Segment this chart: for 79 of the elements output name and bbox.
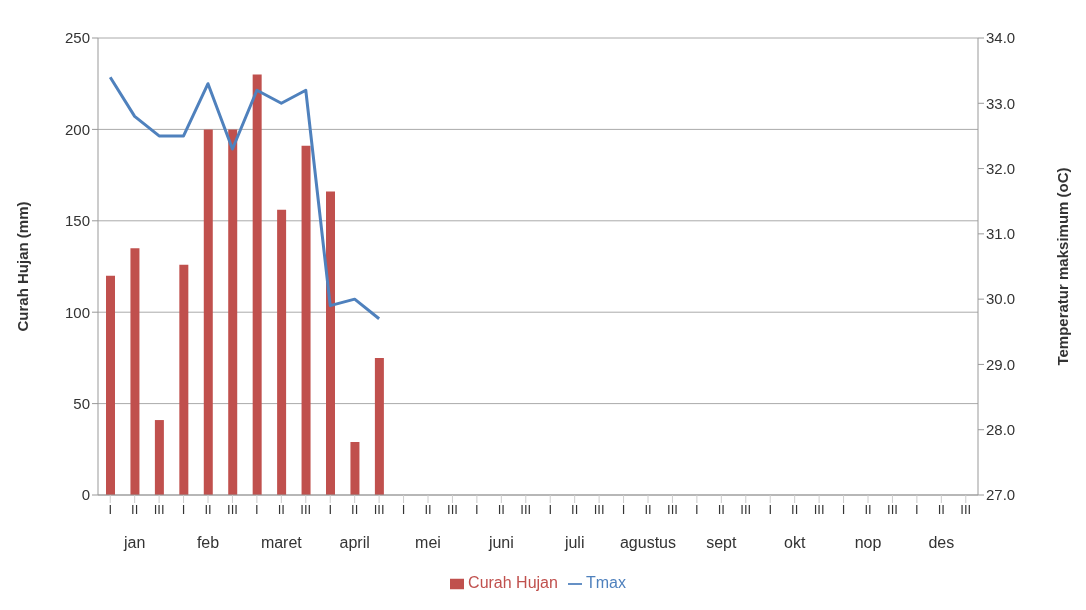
bar (228, 129, 238, 495)
x-tick-label: III (667, 502, 678, 518)
y2-tick-label: 33.0 (986, 94, 1016, 112)
bar (252, 74, 262, 495)
y2-axis-title: Temperatur maksimum (oC) (1054, 167, 1072, 366)
y-tick-label: 0 (81, 486, 90, 504)
x-tick-label: II (131, 502, 139, 518)
x-tick-label: I (621, 502, 626, 518)
x-tick-label: III (373, 502, 385, 518)
bar (106, 275, 115, 495)
x-tick-label: I (255, 502, 259, 518)
bar (179, 264, 189, 495)
y-tick-label: 150 (64, 212, 90, 230)
y2-tick-label: 34.0 (986, 29, 1016, 47)
y2-tick-label: 32.0 (986, 159, 1016, 177)
text: mei (415, 534, 441, 552)
text: maret (260, 534, 303, 552)
text: okt (783, 534, 806, 552)
text: nop (854, 534, 882, 552)
bar (203, 129, 213, 495)
bar (301, 145, 311, 495)
bar (154, 420, 164, 495)
text: april (339, 534, 370, 552)
bar (350, 441, 360, 495)
y2-tick-label: 31.0 (986, 225, 1016, 243)
y-tick-label: 50 (73, 394, 90, 412)
x-tick-label: III (813, 502, 825, 518)
y-tick-label: 250 (64, 29, 90, 47)
text: jan (122, 534, 146, 552)
x-tick-label: I (841, 502, 846, 518)
x-tick-label: III (447, 502, 458, 518)
x-tick-label: II (571, 502, 579, 518)
x-tick-label: III (887, 502, 898, 518)
x-tick-label: III (300, 502, 312, 518)
y-tick-label: 100 (64, 303, 90, 321)
x-tick-label: I (548, 502, 553, 518)
bar (277, 209, 287, 495)
x-tick-label: I (181, 502, 186, 518)
legend-label: Curah Hujan (468, 574, 558, 591)
bar (374, 357, 384, 495)
x-tick-label: I (695, 502, 699, 518)
x-tick-label: II (204, 502, 212, 518)
x-tick-label: I (401, 502, 406, 518)
bar (326, 191, 335, 495)
x-tick-label: I (108, 502, 113, 518)
legend-label: Tmax (585, 574, 626, 591)
x-tick-label: II (277, 502, 285, 518)
y2-tick-label: 30.0 (986, 290, 1016, 308)
y2-tick-label: 28.0 (986, 421, 1016, 439)
x-tick-label: III (520, 502, 532, 518)
x-tick-label: III (593, 502, 605, 518)
y-axis-title: Curah Hujan (mm) (14, 201, 32, 332)
x-tick-label: III (153, 502, 165, 518)
x-tick-label: I (915, 502, 919, 518)
x-tick-label: I (768, 502, 773, 518)
x-tick-label: III (960, 502, 972, 518)
text: agustus (619, 534, 677, 552)
text: sept (706, 534, 738, 552)
text: juni (487, 534, 514, 552)
x-tick-label: II (424, 502, 432, 518)
y2-tick-label: 29.0 (986, 355, 1016, 373)
y-tick-label: 200 (64, 120, 90, 138)
text: feb (196, 534, 220, 552)
x-tick-label: I (328, 502, 333, 518)
x-tick-label: II (497, 502, 505, 518)
text: juli (563, 534, 585, 552)
text: des (928, 534, 955, 552)
x-tick-label: II (717, 502, 725, 518)
x-tick-label: III (740, 502, 752, 518)
x-tick-label: II (864, 502, 872, 518)
x-tick-label: I (475, 502, 479, 518)
x-tick-label: II (351, 502, 359, 518)
y2-tick-label: 27.0 (986, 486, 1016, 504)
x-tick-label: II (644, 502, 652, 518)
line-series (108, 75, 381, 321)
bar (130, 248, 140, 495)
x-tick-label: II (791, 502, 799, 518)
x-tick-label: III (227, 502, 238, 518)
x-tick-label: II (937, 502, 945, 518)
